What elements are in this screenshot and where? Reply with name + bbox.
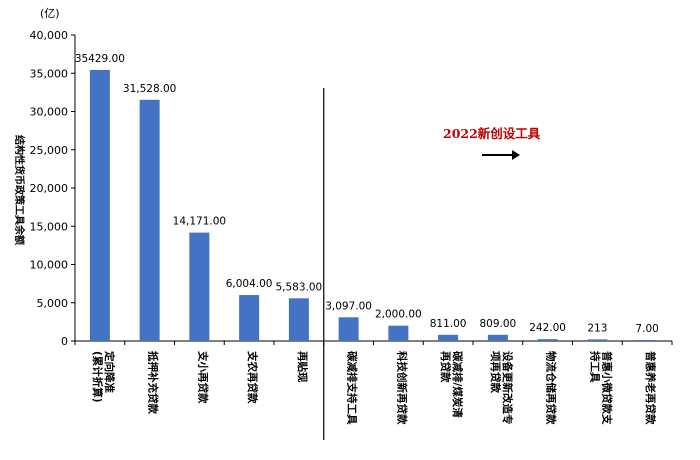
data-label: 5,583.00 xyxy=(275,281,322,293)
category-label: 碳减排/煤炭清 xyxy=(451,351,464,418)
right-arrow-icon xyxy=(482,150,520,160)
category-labels: 定向降准(累计折算) 抵押补充贷款 支小再贷款 支农再贷款 再贴现 碳减排支持工具 科技创新… xyxy=(91,350,657,425)
category-label: 设备更新改造专 xyxy=(501,351,514,425)
data-label: 6,004.00 xyxy=(226,278,273,290)
y-tick-label: 5,000 xyxy=(37,297,69,310)
y-tick-label: 30,000 xyxy=(30,106,69,119)
data-labels: 35429.00 31,528.00 14,171.00 6,004.00 5,583.… xyxy=(75,53,659,335)
y-tick-label: 25,000 xyxy=(30,144,69,157)
axes: 0 5,000 10,000 15,000 20,000 25,000 30,000 35,0… xyxy=(30,29,673,348)
bar xyxy=(537,339,558,341)
data-label: 31,528.00 xyxy=(123,83,176,95)
category-label: 持工具 xyxy=(588,351,601,383)
y-unit-label: (亿) xyxy=(40,7,60,20)
category-label: 物流仓储再贷款 xyxy=(545,351,558,425)
y-tick-label: 40,000 xyxy=(30,29,69,42)
category-label: 碳减排支持工具 xyxy=(346,351,359,425)
category-label: 再贷款 xyxy=(439,351,452,383)
y-tick-label: 0 xyxy=(61,335,68,348)
bar xyxy=(487,334,508,341)
data-label: 7.00 xyxy=(635,323,658,335)
bar xyxy=(189,232,210,341)
category-label: 普惠养老再贷款 xyxy=(644,351,657,425)
bar xyxy=(239,295,260,341)
data-label: 35429.00 xyxy=(75,53,125,65)
category-label: 定向降准 xyxy=(103,350,116,393)
category-label: 再贴现 xyxy=(296,351,309,383)
bar xyxy=(89,69,110,342)
annotation: 2022新创设工具 xyxy=(323,88,541,440)
bar xyxy=(388,325,409,341)
category-label: 科技创新再贷款 xyxy=(395,351,408,425)
data-label: 213 xyxy=(587,322,607,334)
y-tick-label: 35,000 xyxy=(30,67,69,80)
y-axis-title: 结构性货币政策工具余额 xyxy=(13,135,26,245)
data-label: 242.00 xyxy=(529,322,566,334)
data-label: 14,171.00 xyxy=(173,216,226,228)
bar xyxy=(637,340,658,341)
category-label: 抵押补充贷款 xyxy=(147,351,160,414)
bar xyxy=(587,339,608,341)
category-label: (累计折算) xyxy=(91,351,104,403)
bars xyxy=(89,69,658,342)
data-label: 3,097.00 xyxy=(325,300,372,312)
data-label: 2,000.00 xyxy=(375,309,422,321)
category-label: 支农再贷款 xyxy=(246,350,259,404)
category-label: 项再贷款 xyxy=(489,351,502,393)
data-label: 809.00 xyxy=(480,318,517,330)
annotation-text: 2022新创设工具 xyxy=(443,126,541,141)
y-tick-label: 10,000 xyxy=(30,259,69,272)
bar xyxy=(438,334,459,341)
y-tick-label: 15,000 xyxy=(30,220,69,233)
category-label: 支小再贷款 xyxy=(196,350,209,404)
bar xyxy=(288,298,309,341)
data-label: 811.00 xyxy=(430,318,467,330)
bar xyxy=(338,317,359,341)
category-label: 普惠小微贷款支 xyxy=(600,351,613,425)
y-tick-label: 20,000 xyxy=(30,182,69,195)
bar xyxy=(139,99,160,342)
